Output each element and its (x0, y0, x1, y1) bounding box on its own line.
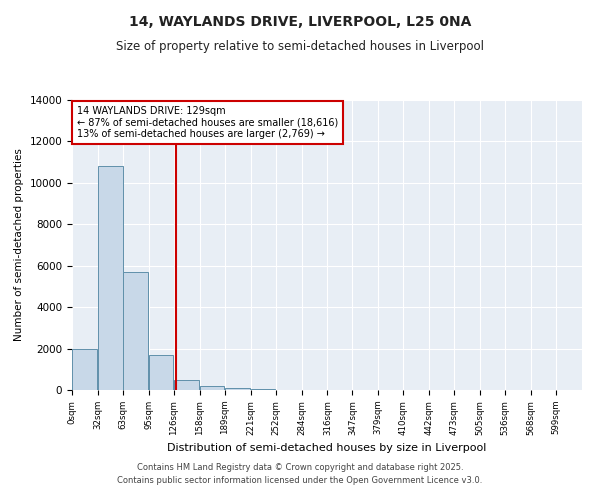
Text: Contains HM Land Registry data © Crown copyright and database right 2025.
Contai: Contains HM Land Registry data © Crown c… (118, 464, 482, 485)
Bar (251, 389, 275, 390)
Bar (98, 166, 122, 390)
Bar (149, 355, 173, 390)
Text: 14, WAYLANDS DRIVE, LIVERPOOL, L25 0NA: 14, WAYLANDS DRIVE, LIVERPOOL, L25 0NA (129, 15, 471, 29)
Y-axis label: Number of semi-detached properties: Number of semi-detached properties (14, 148, 24, 342)
Bar (124, 272, 148, 390)
Text: 14 WAYLANDS DRIVE: 129sqm
← 87% of semi-detached houses are smaller (18,616)
13%: 14 WAYLANDS DRIVE: 129sqm ← 87% of semi-… (77, 106, 338, 139)
Bar (73, 348, 97, 390)
Text: Size of property relative to semi-detached houses in Liverpool: Size of property relative to semi-detach… (116, 40, 484, 53)
Bar (200, 386, 224, 390)
X-axis label: Distribution of semi-detached houses by size in Liverpool: Distribution of semi-detached houses by … (167, 443, 487, 453)
Bar (174, 380, 199, 390)
Bar (225, 388, 250, 390)
